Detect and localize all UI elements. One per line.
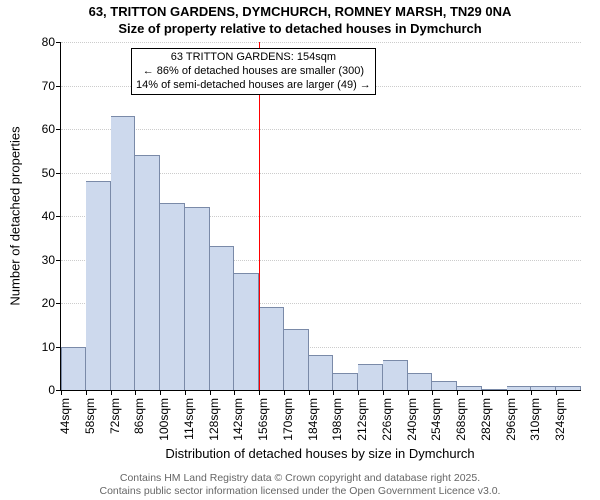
x-tick-label: 72sqm xyxy=(108,398,122,434)
footer-line2: Contains public sector information licen… xyxy=(0,485,600,497)
x-tick-mark xyxy=(482,390,483,395)
x-tick-mark xyxy=(259,390,260,395)
x-tick-mark xyxy=(111,390,112,395)
y-tick-label: 50 xyxy=(42,166,55,180)
histogram-chart: 63, TRITTON GARDENS, DYMCHURCH, ROMNEY M… xyxy=(0,0,600,500)
annotation-line1: 63 TRITTON GARDENS: 154sqm xyxy=(136,51,371,65)
x-tick-label: 58sqm xyxy=(83,398,97,434)
x-axis-label: Distribution of detached houses by size … xyxy=(165,446,474,461)
annotation-line3: 14% of semi-detached houses are larger (… xyxy=(136,79,371,93)
histogram-bar xyxy=(482,389,507,390)
histogram-bar xyxy=(432,381,457,390)
x-tick-mark xyxy=(185,390,186,395)
y-tick-mark xyxy=(56,173,61,174)
x-tick-mark xyxy=(457,390,458,395)
x-tick-label: 142sqm xyxy=(231,398,245,441)
histogram-bar xyxy=(358,364,383,390)
x-tick-label: 100sqm xyxy=(157,398,171,441)
x-tick-label: 226sqm xyxy=(380,398,394,441)
x-tick-mark xyxy=(86,390,87,395)
x-tick-label: 156sqm xyxy=(256,398,270,441)
x-tick-mark xyxy=(333,390,334,395)
x-tick-label: 324sqm xyxy=(553,398,567,441)
y-tick-label: 0 xyxy=(48,383,55,397)
histogram-bar xyxy=(333,373,358,390)
histogram-bar xyxy=(210,246,235,390)
y-axis-label: Number of detached properties xyxy=(8,126,23,305)
grid-line xyxy=(61,42,581,43)
y-tick-label: 20 xyxy=(42,296,55,310)
y-tick-mark xyxy=(56,129,61,130)
x-tick-mark xyxy=(309,390,310,395)
x-tick-label: 86sqm xyxy=(132,398,146,434)
y-tick-label: 80 xyxy=(42,35,55,49)
x-tick-mark xyxy=(160,390,161,395)
histogram-bar xyxy=(234,273,259,390)
grid-line xyxy=(61,129,581,130)
histogram-bar xyxy=(507,386,532,390)
annotation-line2: ← 86% of detached houses are smaller (30… xyxy=(136,65,371,79)
x-tick-label: 268sqm xyxy=(454,398,468,441)
x-tick-label: 296sqm xyxy=(504,398,518,441)
x-tick-mark xyxy=(531,390,532,395)
chart-title-line2: Size of property relative to detached ho… xyxy=(0,21,600,36)
y-tick-mark xyxy=(56,86,61,87)
x-tick-label: 212sqm xyxy=(355,398,369,441)
y-tick-mark xyxy=(56,216,61,217)
y-tick-label: 40 xyxy=(42,209,55,223)
x-tick-label: 310sqm xyxy=(528,398,542,441)
x-tick-label: 170sqm xyxy=(281,398,295,441)
y-tick-label: 10 xyxy=(42,340,55,354)
x-tick-mark xyxy=(61,390,62,395)
x-tick-mark xyxy=(210,390,211,395)
x-tick-label: 128sqm xyxy=(207,398,221,441)
histogram-bar xyxy=(531,386,556,390)
histogram-bar xyxy=(259,307,284,390)
y-tick-label: 30 xyxy=(42,253,55,267)
histogram-bar xyxy=(86,181,111,390)
histogram-bar xyxy=(61,347,86,391)
chart-title-line1: 63, TRITTON GARDENS, DYMCHURCH, ROMNEY M… xyxy=(0,4,600,19)
histogram-bar xyxy=(408,373,433,390)
x-tick-label: 254sqm xyxy=(429,398,443,441)
x-tick-label: 44sqm xyxy=(58,398,72,434)
histogram-bar xyxy=(185,207,210,390)
y-tick-mark xyxy=(56,303,61,304)
footer-line1: Contains HM Land Registry data © Crown c… xyxy=(0,472,600,484)
annotation-box: 63 TRITTON GARDENS: 154sqm ← 86% of deta… xyxy=(131,48,376,95)
x-tick-mark xyxy=(383,390,384,395)
histogram-bar xyxy=(457,386,482,390)
x-tick-label: 240sqm xyxy=(405,398,419,441)
plot-area: 0102030405060708044sqm58sqm72sqm86sqm100… xyxy=(60,42,581,391)
x-tick-mark xyxy=(284,390,285,395)
histogram-bar xyxy=(135,155,160,390)
y-tick-mark xyxy=(56,42,61,43)
y-tick-label: 60 xyxy=(42,122,55,136)
x-tick-mark xyxy=(507,390,508,395)
x-tick-mark xyxy=(556,390,557,395)
x-tick-mark xyxy=(358,390,359,395)
y-tick-mark xyxy=(56,260,61,261)
x-tick-mark xyxy=(408,390,409,395)
x-tick-mark xyxy=(135,390,136,395)
x-tick-label: 198sqm xyxy=(330,398,344,441)
y-tick-label: 70 xyxy=(42,79,55,93)
histogram-bar xyxy=(383,360,408,390)
histogram-bar xyxy=(309,355,334,390)
histogram-bar xyxy=(111,116,136,390)
x-tick-label: 114sqm xyxy=(182,398,196,440)
x-tick-mark xyxy=(432,390,433,395)
histogram-bar xyxy=(556,386,581,390)
histogram-bar xyxy=(160,203,185,390)
x-tick-label: 282sqm xyxy=(479,398,493,441)
histogram-bar xyxy=(284,329,309,390)
x-tick-label: 184sqm xyxy=(306,398,320,441)
x-tick-mark xyxy=(234,390,235,395)
